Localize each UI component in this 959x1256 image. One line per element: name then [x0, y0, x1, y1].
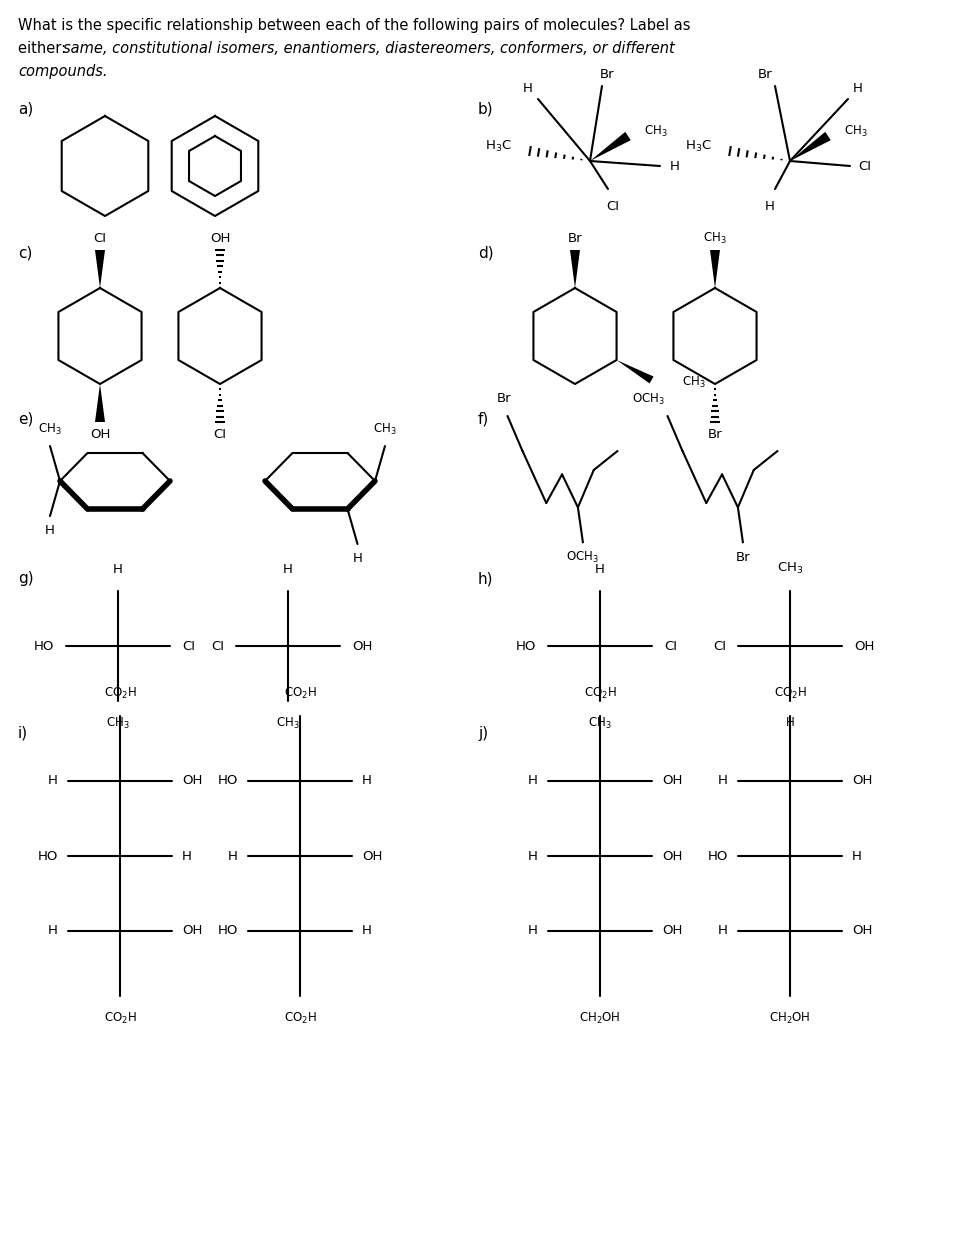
Text: h): h) — [478, 571, 494, 587]
Polygon shape — [95, 384, 105, 422]
Text: H: H — [596, 563, 605, 577]
Text: f): f) — [478, 411, 489, 426]
Text: CO$_2$H: CO$_2$H — [774, 686, 807, 701]
Text: e): e) — [18, 411, 34, 426]
Text: Br: Br — [708, 427, 722, 441]
Text: H: H — [718, 924, 728, 937]
Polygon shape — [710, 250, 720, 288]
Text: OH: OH — [90, 427, 110, 441]
Text: H: H — [523, 83, 533, 95]
Polygon shape — [790, 132, 830, 161]
Text: OH: OH — [662, 924, 683, 937]
Text: CO$_2$H: CO$_2$H — [584, 686, 617, 701]
Text: H: H — [785, 716, 794, 728]
Text: H: H — [283, 563, 292, 577]
Text: CH$_3$: CH$_3$ — [777, 561, 804, 577]
Text: CI: CI — [211, 639, 224, 653]
Text: H: H — [362, 775, 372, 788]
Text: OH: OH — [662, 849, 683, 863]
Text: HO: HO — [34, 639, 54, 653]
Text: H$_3$C: H$_3$C — [484, 138, 511, 153]
Text: either:: either: — [18, 41, 71, 57]
Text: OH: OH — [352, 639, 372, 653]
Text: OH: OH — [210, 231, 230, 245]
Text: H: H — [718, 775, 728, 788]
Text: H: H — [528, 775, 538, 788]
Text: CH$_3$: CH$_3$ — [588, 716, 612, 731]
Text: H: H — [45, 525, 55, 538]
Text: OH: OH — [852, 924, 873, 937]
Text: CH$_3$: CH$_3$ — [106, 716, 129, 731]
Text: OH: OH — [854, 639, 875, 653]
Text: CH$_3$: CH$_3$ — [682, 374, 705, 389]
Text: HO: HO — [218, 924, 238, 937]
Text: CH$_3$: CH$_3$ — [373, 422, 397, 437]
Text: H$_3$C: H$_3$C — [685, 138, 712, 153]
Text: a): a) — [18, 100, 34, 116]
Text: j): j) — [478, 726, 488, 741]
Text: H: H — [528, 849, 538, 863]
Text: Br: Br — [736, 551, 750, 564]
Text: c): c) — [18, 246, 33, 261]
Text: b): b) — [478, 100, 494, 116]
Text: CI: CI — [713, 639, 726, 653]
Text: OCH$_3$: OCH$_3$ — [632, 392, 665, 407]
Text: OCH$_3$: OCH$_3$ — [567, 550, 599, 565]
Text: HO: HO — [708, 849, 728, 863]
Text: Br: Br — [758, 68, 772, 80]
Text: OH: OH — [182, 924, 202, 937]
Text: OH: OH — [852, 775, 873, 788]
Text: H: H — [765, 201, 775, 214]
Text: CI: CI — [93, 231, 106, 245]
Text: OH: OH — [662, 775, 683, 788]
Polygon shape — [95, 250, 105, 288]
Text: H: H — [353, 553, 363, 565]
Text: same, constitutional isomers, enantiomers, diastereomers, conformers, or differe: same, constitutional isomers, enantiomer… — [63, 41, 675, 57]
Text: CI: CI — [664, 639, 677, 653]
Text: d): d) — [478, 246, 494, 261]
Text: CO$_2$H: CO$_2$H — [284, 686, 316, 701]
Text: HO: HO — [218, 775, 238, 788]
Text: CO$_2$H: CO$_2$H — [284, 1011, 316, 1026]
Text: OH: OH — [362, 849, 383, 863]
Polygon shape — [617, 360, 653, 383]
Text: H: H — [48, 775, 58, 788]
Text: H: H — [113, 563, 123, 577]
Text: CI: CI — [858, 160, 872, 172]
Polygon shape — [570, 250, 580, 288]
Text: CH$_2$OH: CH$_2$OH — [579, 1011, 620, 1026]
Text: CH$_3$: CH$_3$ — [703, 230, 727, 246]
Text: H: H — [854, 83, 863, 95]
Text: CH$_3$: CH$_3$ — [644, 123, 667, 138]
Text: CH$_3$: CH$_3$ — [844, 123, 868, 138]
Text: H: H — [852, 849, 862, 863]
Text: CI: CI — [606, 201, 620, 214]
Text: CI: CI — [214, 427, 226, 441]
Text: Br: Br — [599, 68, 615, 80]
Text: What is the specific relationship between each of the following pairs of molecul: What is the specific relationship betwee… — [18, 18, 690, 33]
Text: g): g) — [18, 571, 34, 587]
Text: CI: CI — [182, 639, 195, 653]
Text: i): i) — [18, 726, 28, 741]
Text: CO$_2$H: CO$_2$H — [104, 686, 136, 701]
Text: H: H — [670, 160, 680, 172]
Text: H: H — [48, 924, 58, 937]
Text: Br: Br — [497, 392, 512, 406]
Polygon shape — [590, 132, 631, 161]
Text: CO$_2$H: CO$_2$H — [104, 1011, 136, 1026]
Text: H: H — [362, 924, 372, 937]
Text: Br: Br — [568, 231, 582, 245]
Text: OH: OH — [182, 775, 202, 788]
Text: CH$_3$: CH$_3$ — [38, 422, 61, 437]
Text: compounds.: compounds. — [18, 64, 107, 79]
Text: CH$_3$: CH$_3$ — [276, 716, 300, 731]
Text: H: H — [182, 849, 192, 863]
Text: HO: HO — [37, 849, 58, 863]
Text: CH$_2$OH: CH$_2$OH — [769, 1011, 810, 1026]
Text: HO: HO — [516, 639, 536, 653]
Text: H: H — [228, 849, 238, 863]
Text: H: H — [528, 924, 538, 937]
